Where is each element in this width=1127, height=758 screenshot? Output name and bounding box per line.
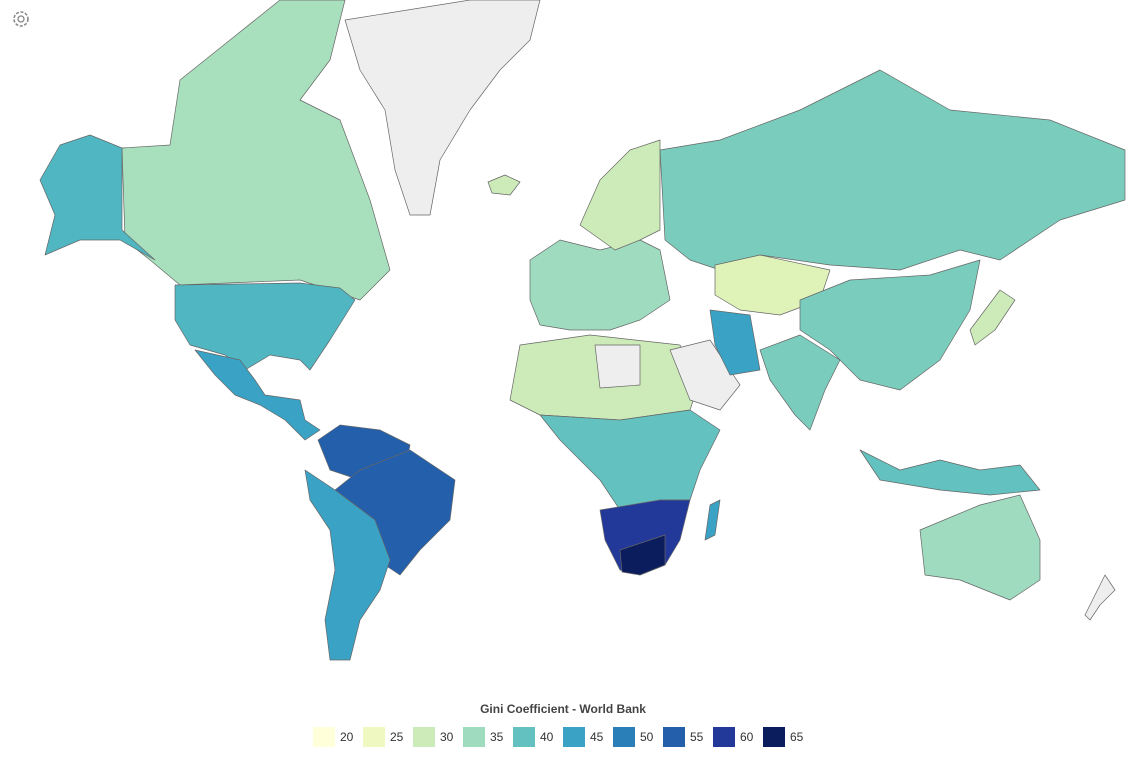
legend-label: 30 [440, 730, 454, 744]
settings-icon[interactable] [13, 11, 29, 27]
world-map [39, 0, 1126, 661]
legend-label: 20 [340, 730, 354, 744]
legend-label: 50 [640, 730, 654, 744]
country [919, 494, 1041, 601]
legend-swatch [613, 727, 635, 747]
legend-label: 45 [590, 730, 604, 744]
country [579, 139, 661, 251]
country [799, 259, 981, 391]
legend-title: Gini Coefficient - World Bank [480, 702, 646, 716]
legend-swatch [763, 727, 785, 747]
country [759, 334, 841, 431]
country [1084, 574, 1116, 621]
legend-swatch [413, 727, 435, 747]
country [304, 469, 391, 661]
legend-label: 60 [740, 730, 754, 744]
country [487, 174, 521, 196]
legend-label: 55 [690, 730, 704, 744]
legend-label: 35 [490, 730, 504, 744]
legend-swatch [363, 727, 385, 747]
legend-label: 65 [790, 730, 804, 744]
legend: Gini Coefficient - World Bank 20 25 30 35 40… [313, 702, 804, 747]
legend-swatch [313, 727, 335, 747]
country [659, 69, 1126, 271]
legend-swatch [713, 727, 735, 747]
legend-swatch [513, 727, 535, 747]
country [704, 499, 721, 541]
country [539, 409, 721, 511]
legend-label: 25 [390, 730, 404, 744]
legend-items: 20 25 30 35 40 45 50 55 60 65 [313, 727, 804, 747]
country [669, 339, 741, 411]
country [709, 309, 761, 376]
legend-swatch [463, 727, 485, 747]
legend-swatch [663, 727, 685, 747]
legend-swatch [563, 727, 585, 747]
country [859, 449, 1041, 496]
country [344, 0, 541, 216]
country [594, 344, 641, 389]
country [969, 289, 1016, 346]
country [121, 0, 391, 301]
country [619, 534, 666, 576]
country [39, 134, 156, 261]
country [174, 282, 356, 371]
country [529, 239, 671, 331]
legend-label: 40 [540, 730, 554, 744]
country [194, 349, 321, 441]
